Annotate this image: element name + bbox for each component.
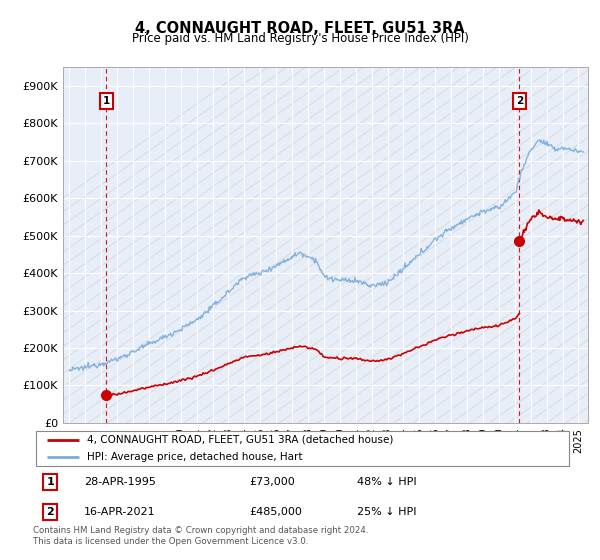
Text: 25% ↓ HPI: 25% ↓ HPI bbox=[357, 507, 416, 517]
Text: 28-APR-1995: 28-APR-1995 bbox=[84, 477, 156, 487]
Text: 1: 1 bbox=[47, 477, 54, 487]
Text: 48% ↓ HPI: 48% ↓ HPI bbox=[357, 477, 416, 487]
Text: 2: 2 bbox=[47, 507, 54, 517]
Text: 4, CONNAUGHT ROAD, FLEET, GU51 3RA (detached house): 4, CONNAUGHT ROAD, FLEET, GU51 3RA (deta… bbox=[87, 435, 394, 445]
Text: Price paid vs. HM Land Registry's House Price Index (HPI): Price paid vs. HM Land Registry's House … bbox=[131, 32, 469, 45]
Text: 16-APR-2021: 16-APR-2021 bbox=[84, 507, 156, 517]
Text: 2: 2 bbox=[516, 96, 523, 106]
Text: HPI: Average price, detached house, Hart: HPI: Average price, detached house, Hart bbox=[87, 452, 302, 463]
Text: 1: 1 bbox=[103, 96, 110, 106]
Text: Contains HM Land Registry data © Crown copyright and database right 2024.
This d: Contains HM Land Registry data © Crown c… bbox=[33, 526, 368, 546]
FancyBboxPatch shape bbox=[36, 431, 569, 466]
Text: 4, CONNAUGHT ROAD, FLEET, GU51 3RA: 4, CONNAUGHT ROAD, FLEET, GU51 3RA bbox=[135, 21, 465, 36]
Text: £485,000: £485,000 bbox=[249, 507, 302, 517]
Text: £73,000: £73,000 bbox=[249, 477, 295, 487]
